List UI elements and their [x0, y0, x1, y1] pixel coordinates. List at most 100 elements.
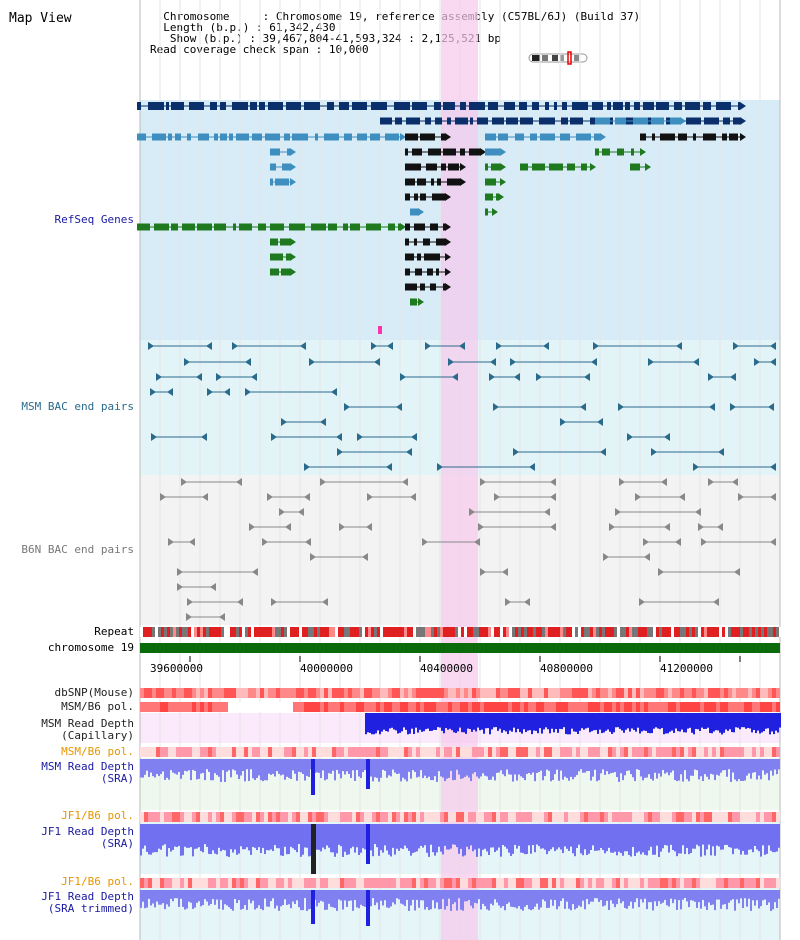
read-depth-bar — [470, 890, 472, 906]
read-depth-bar — [650, 824, 652, 847]
track-label-msm-depth-capillary[interactable]: MSM Read Depth (Capillary) — [0, 718, 134, 742]
polymorphism-cell — [304, 812, 308, 822]
chromosome-ideogram[interactable] — [528, 51, 590, 65]
read-depth-bar — [416, 824, 418, 852]
repeat-segment — [140, 627, 143, 637]
track-label-repeat[interactable]: Repeat — [94, 625, 134, 638]
read-depth-bar — [144, 759, 146, 775]
read-depth-bar — [454, 890, 456, 903]
track-label-msm-b6-pol-2[interactable]: MSM/B6 pol. — [61, 745, 134, 758]
read-depth-bar — [738, 824, 740, 850]
polymorphism-cell — [716, 702, 720, 712]
track-label-jf1-depth-trimmed[interactable]: JF1 Read Depth (SRA trimmed) — [0, 891, 134, 915]
polymorphism-cell — [240, 688, 244, 698]
polymorphism-cell — [236, 688, 240, 698]
read-depth-bar — [722, 824, 724, 850]
track-label-dbsnp[interactable]: dbSNP(Mouse) — [54, 686, 134, 699]
read-depth-bar — [427, 713, 429, 729]
polymorphism-cell — [488, 878, 492, 888]
read-depth-bar — [586, 890, 588, 900]
read-depth-bar — [324, 824, 326, 850]
polymorphism-cell — [396, 878, 400, 888]
read-depth-bar — [204, 824, 206, 845]
track-label-msm-depth-sra[interactable]: MSM Read Depth (SRA) — [0, 761, 134, 785]
read-depth-bar — [668, 890, 670, 907]
track-label-jf1-b6-pol-1[interactable]: JF1/B6 pol. — [61, 809, 134, 822]
read-depth-bar — [256, 890, 258, 909]
polymorphism-cell — [428, 878, 432, 888]
track-label-refseq[interactable]: RefSeq Genes — [54, 213, 134, 226]
polymorphism-cell — [452, 688, 456, 698]
read-depth-bar — [362, 824, 364, 849]
read-depth-bar — [438, 759, 440, 772]
read-depth-bar — [680, 824, 682, 854]
read-depth-bar — [775, 713, 777, 731]
polymorphism-cell — [760, 688, 764, 698]
read-depth-bar — [300, 824, 302, 857]
gene-exon — [304, 102, 320, 110]
read-depth-bar — [734, 890, 736, 911]
read-depth-bar — [485, 713, 487, 729]
polymorphism-cell — [720, 702, 724, 712]
gene-exon — [617, 148, 624, 156]
track-label-msm-b6-pol-1[interactable]: MSM/B6 pol. — [61, 700, 134, 713]
track-label-msm-bac[interactable]: MSM BAC end pairs — [21, 400, 134, 413]
read-depth-bar — [348, 824, 350, 855]
repeat-segment — [626, 627, 629, 637]
read-depth-bar — [463, 713, 465, 733]
polymorphism-cell — [348, 747, 352, 757]
polymorphism-cell — [320, 702, 324, 712]
msm-depth-cap-line1: MSM Read Depth — [41, 717, 134, 730]
polymorphism-cell — [408, 702, 412, 712]
read-depth-bar — [748, 759, 750, 774]
repeat-segment — [266, 627, 269, 637]
bac-end-arrow — [189, 538, 195, 546]
read-depth-bar — [449, 713, 451, 729]
repeat-segment — [764, 627, 767, 637]
track-label-chromosome[interactable]: chromosome 19 — [47, 641, 134, 654]
read-depth-bar — [760, 890, 762, 907]
read-depth-bar — [190, 759, 192, 781]
read-depth-bar — [700, 824, 702, 857]
read-depth-bar — [162, 824, 164, 846]
read-depth-bar — [607, 713, 609, 730]
read-depth-bar — [524, 890, 526, 907]
gene-exon — [602, 148, 610, 156]
read-depth-bar — [703, 713, 705, 729]
polymorphism-cell — [700, 812, 704, 822]
track-label-jf1-b6-pol-2[interactable]: JF1/B6 pol. — [61, 875, 134, 888]
read-depth-bar — [404, 759, 406, 780]
polymorphism-cell — [532, 747, 536, 757]
polymorphism-cell — [280, 812, 284, 822]
read-depth-bar — [679, 713, 681, 732]
read-depth-bar — [686, 890, 688, 902]
repeat-segment — [743, 627, 746, 637]
gene-exon — [430, 283, 436, 291]
polymorphism-cell — [196, 747, 200, 757]
track-label-jf1-depth-sra[interactable]: JF1 Read Depth (SRA) — [0, 826, 134, 850]
read-depth-bar — [372, 890, 374, 899]
read-depth-bar — [756, 759, 758, 780]
read-depth-bar — [670, 890, 672, 899]
read-depth-bar — [590, 890, 592, 902]
read-depth-bar — [462, 824, 464, 857]
read-depth-bar — [546, 824, 548, 855]
read-depth-bar — [192, 890, 194, 909]
repeat-segment — [551, 627, 554, 637]
read-depth-bar — [408, 824, 410, 851]
polymorphism-cell — [212, 702, 216, 712]
read-depth-bar — [687, 713, 689, 729]
gene-exon — [491, 163, 500, 171]
repeat-segment — [632, 627, 635, 637]
track-label-b6n-bac[interactable]: B6N BAC end pairs — [21, 543, 134, 556]
read-depth-bar — [630, 759, 632, 775]
polymorphism-cell — [500, 878, 504, 888]
read-depth-bar — [246, 824, 248, 848]
gene-exon — [292, 133, 308, 141]
read-depth-bar — [142, 890, 144, 902]
read-depth-bar — [726, 759, 728, 777]
read-depth-bar — [389, 713, 391, 729]
bac-end-arrow — [734, 568, 740, 576]
read-depth-bar — [748, 890, 750, 899]
